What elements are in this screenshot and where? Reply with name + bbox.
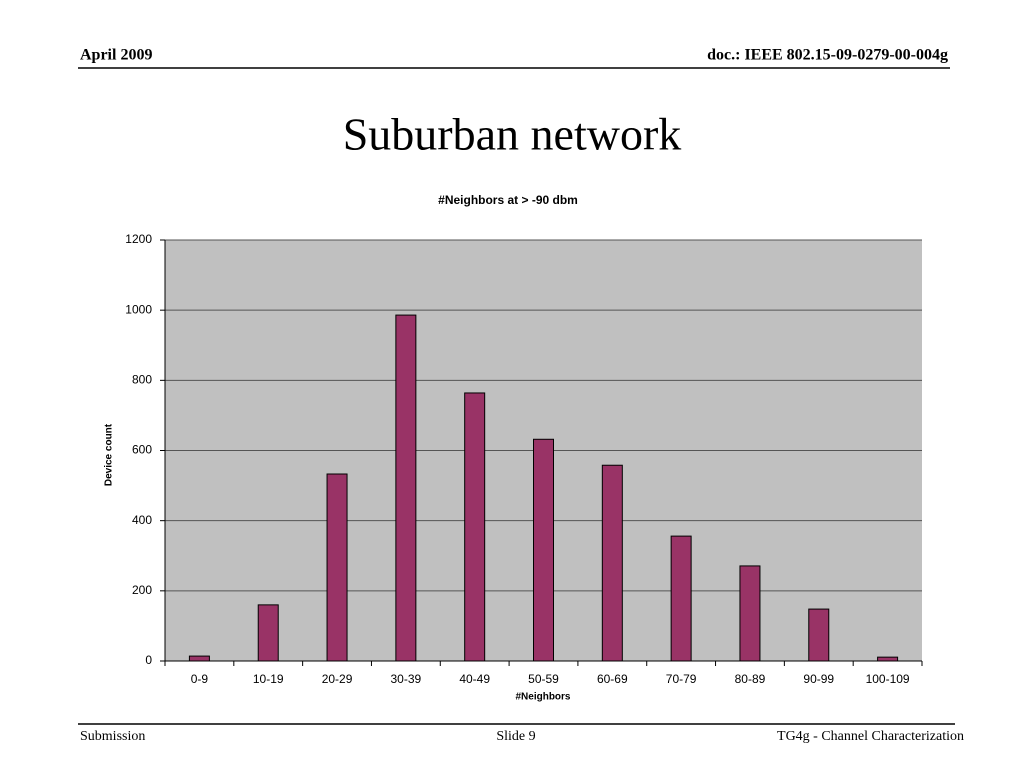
bar [395,314,417,662]
x-tick-label: 80-89 [735,672,766,686]
bar [257,604,279,662]
chart-title: #Neighbors at > -90 dbm [438,193,578,207]
x-tick-label: 0-9 [191,672,209,686]
y-tick-label: 600 [132,443,152,457]
y-tick-label: 200 [132,583,152,597]
bar [739,565,761,662]
x-tick-label: 30-39 [391,672,422,686]
y-axis-label: Device count [104,423,115,486]
x-tick-label: 50-59 [528,672,559,686]
header-date: April 2009 [80,47,152,64]
y-tick-label: 800 [132,373,152,387]
footer-left: Submission [80,729,145,744]
x-tick-label: 10-19 [253,672,284,686]
bar [670,535,692,662]
slide-title: Suburban network [343,109,682,160]
footer-center: Slide 9 [496,729,535,744]
y-tick-label: 1000 [125,302,152,316]
x-tick-label: 20-29 [322,672,353,686]
y-tick-label: 1200 [125,232,152,246]
x-tick-label: 90-99 [803,672,834,686]
x-axis-label: #Neighbors [515,692,570,703]
bar [808,608,830,662]
y-tick-label: 400 [132,513,152,527]
x-tick-label: 60-69 [597,672,628,686]
footer-right: TG4g - Channel Characterization [777,729,964,744]
bar [188,655,210,662]
x-tick-label: 100-109 [866,672,910,686]
bar [464,392,486,662]
header-doc: doc.: IEEE 802.15-09-0279-00-004g [707,47,948,64]
bar [601,464,623,662]
bar [877,656,899,662]
x-tick-label: 40-49 [459,672,490,686]
plot: 0 200 400 600 800 1000 1200 0-9 10-19 20-29 30-39 4… [125,232,923,686]
bar [326,473,348,662]
y-tick-label: 0 [145,653,152,667]
bar [533,438,554,662]
x-tick-label: 70-79 [666,672,697,686]
